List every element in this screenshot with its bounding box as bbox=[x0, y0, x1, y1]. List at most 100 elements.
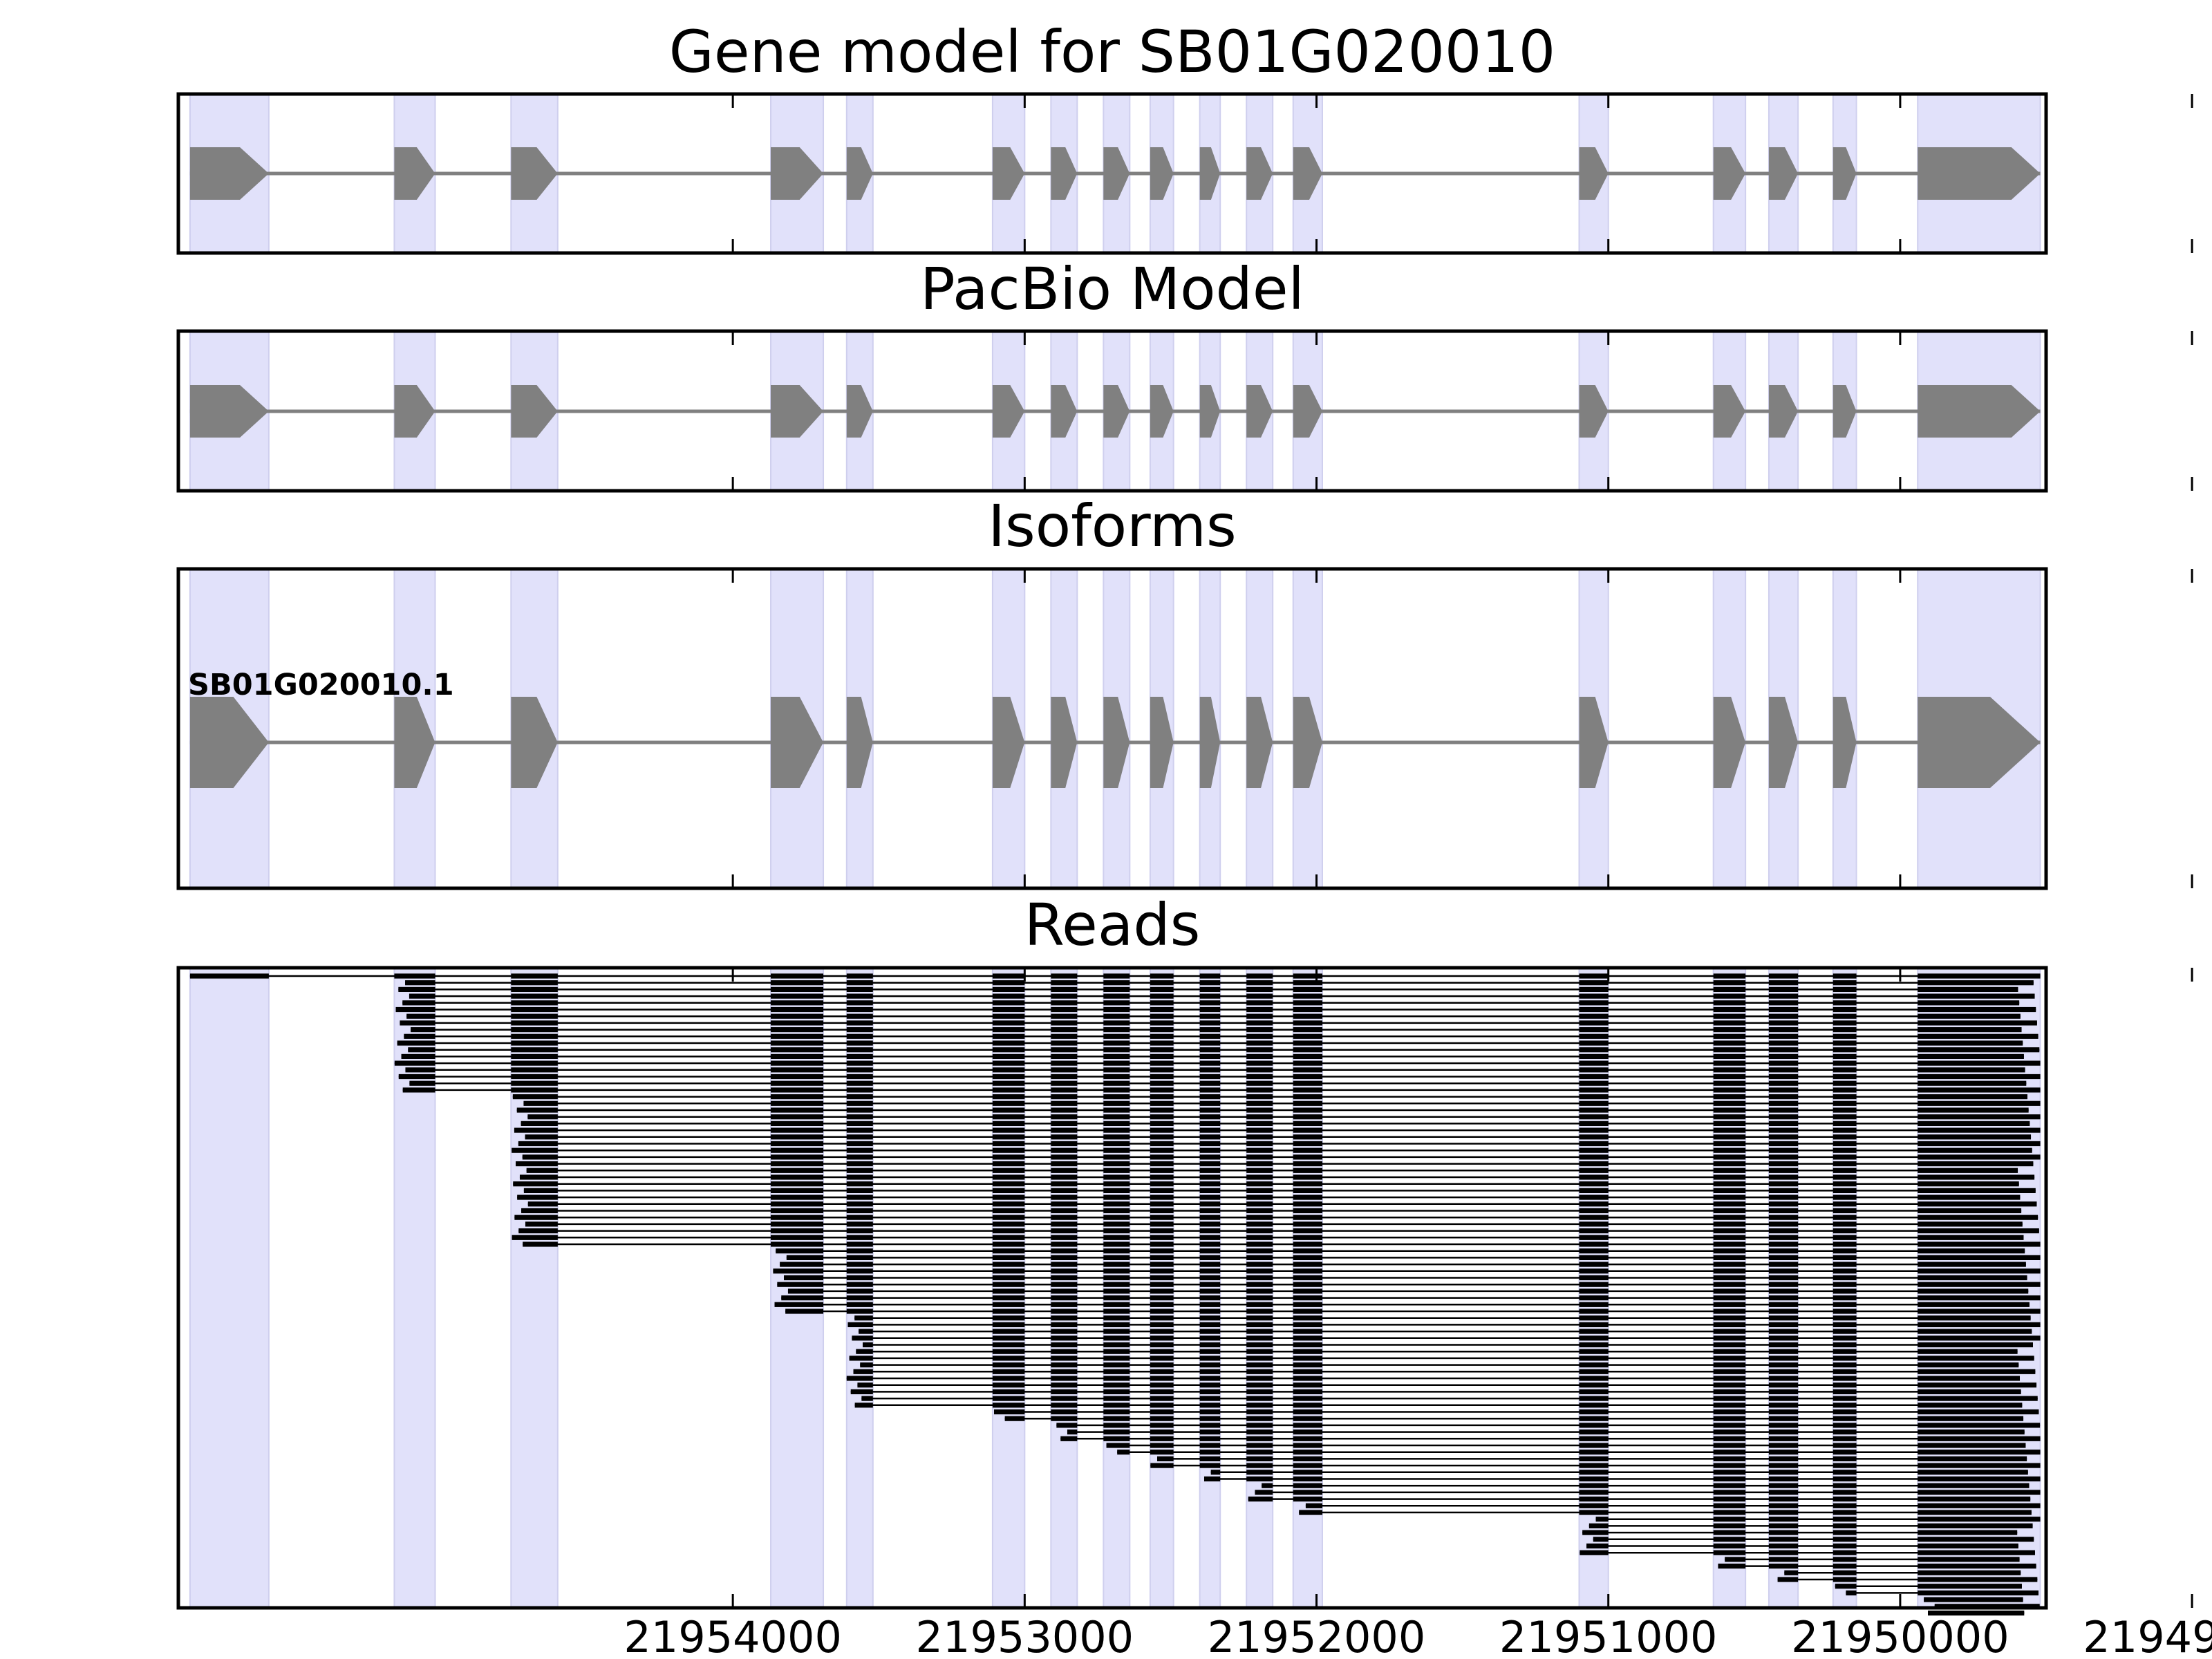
read-exon bbox=[511, 980, 558, 986]
read-exon bbox=[1150, 1255, 1174, 1260]
read-exon bbox=[1157, 1456, 1174, 1461]
read-exon bbox=[1579, 1497, 1609, 1502]
read-exon bbox=[1918, 1255, 2041, 1260]
read-exon bbox=[1150, 1134, 1174, 1140]
read-exon bbox=[992, 986, 1025, 992]
exon bbox=[394, 385, 435, 438]
read-exon bbox=[1051, 1282, 1078, 1287]
read-exon bbox=[1918, 1423, 2041, 1428]
read-exon bbox=[1833, 1100, 1857, 1106]
read-exon bbox=[1150, 1181, 1174, 1187]
panel-title: Reads bbox=[1024, 891, 1201, 959]
exon bbox=[1293, 385, 1322, 438]
read-exon bbox=[1918, 1168, 2018, 1173]
read-exon bbox=[1246, 1215, 1273, 1220]
read-exon bbox=[1713, 1121, 1746, 1126]
read-exon bbox=[1579, 1503, 1609, 1508]
read-exon bbox=[1293, 1221, 1322, 1227]
read-exon bbox=[1713, 1074, 1746, 1080]
read-exon bbox=[1150, 1208, 1174, 1214]
read-exon bbox=[1293, 986, 1322, 992]
read-exon bbox=[401, 1053, 435, 1059]
read-exon bbox=[1768, 1503, 1799, 1508]
x-ticks bbox=[731, 331, 2193, 491]
read-exon bbox=[1833, 1000, 1857, 1006]
read-exon bbox=[400, 1020, 435, 1026]
read-exon bbox=[1199, 1127, 1221, 1133]
read-exon bbox=[1103, 1020, 1130, 1026]
read-exon bbox=[1051, 1033, 1078, 1039]
read-exon bbox=[846, 1020, 873, 1026]
read-exon bbox=[992, 1107, 1025, 1113]
read-exon bbox=[1293, 1389, 1322, 1394]
read-exon bbox=[771, 1161, 824, 1167]
read-exon bbox=[1293, 973, 1322, 979]
read-exon bbox=[1833, 1436, 1857, 1441]
read-exon bbox=[846, 1154, 873, 1160]
read-exon bbox=[1293, 1476, 1322, 1482]
x-tick-label: 21949000 bbox=[2083, 1612, 2212, 1659]
read-exon bbox=[1199, 1335, 1221, 1341]
read-exon bbox=[1918, 1376, 2021, 1381]
read-exon bbox=[1199, 1134, 1221, 1140]
read-exon bbox=[1918, 1161, 2034, 1167]
read-exon bbox=[518, 1228, 558, 1234]
read-exon bbox=[511, 1053, 558, 1059]
read-exon bbox=[1833, 1470, 1857, 1475]
read-exon bbox=[1918, 1228, 2039, 1234]
read-exon bbox=[1833, 1141, 1857, 1147]
read-exon bbox=[863, 1342, 873, 1348]
read-exon bbox=[1833, 1033, 1857, 1039]
read-exon bbox=[1579, 1194, 1609, 1200]
read-exon bbox=[1293, 1147, 1322, 1153]
read-exon bbox=[1293, 1080, 1322, 1086]
read-exon bbox=[1768, 1382, 1799, 1388]
read-exon bbox=[1579, 1282, 1609, 1287]
read-exon bbox=[1199, 1443, 1221, 1448]
read-exon bbox=[1199, 1201, 1221, 1207]
exon bbox=[189, 385, 269, 438]
read-exon bbox=[992, 1027, 1025, 1033]
read-exon bbox=[1918, 1510, 2032, 1515]
read-exon bbox=[850, 1389, 873, 1394]
read-exon bbox=[1768, 1329, 1799, 1334]
read-exon bbox=[1579, 1490, 1609, 1495]
read-exon bbox=[1293, 1356, 1322, 1361]
read-exon bbox=[1199, 1315, 1221, 1321]
read-exon bbox=[1246, 1416, 1273, 1421]
read-exon bbox=[1713, 1409, 1746, 1415]
read-exon bbox=[1918, 1436, 2041, 1441]
read-exon bbox=[992, 1201, 1025, 1207]
read-exon bbox=[1199, 1181, 1221, 1187]
read-exon bbox=[992, 1094, 1025, 1100]
exon bbox=[1713, 385, 1746, 438]
read-exon bbox=[1246, 1369, 1273, 1374]
read-exon bbox=[1255, 1490, 1273, 1495]
read-exon bbox=[1150, 1335, 1174, 1341]
read-exon bbox=[774, 1302, 824, 1307]
read-exon bbox=[394, 973, 435, 979]
read-exon bbox=[1199, 993, 1221, 999]
read-exon bbox=[1293, 1423, 1322, 1428]
read-exon bbox=[1103, 1288, 1130, 1294]
read-exon bbox=[189, 973, 269, 979]
read-exon bbox=[1051, 1295, 1078, 1301]
read-exon bbox=[1199, 1409, 1221, 1415]
read-exon bbox=[1199, 1382, 1221, 1388]
read-exon bbox=[1713, 1382, 1746, 1388]
read-exon bbox=[846, 1174, 873, 1180]
read-exon bbox=[1768, 1194, 1799, 1200]
read-exon bbox=[1579, 1053, 1609, 1059]
read-exon bbox=[1246, 1470, 1273, 1475]
read-exon bbox=[1293, 1161, 1322, 1167]
read-exon bbox=[1293, 1121, 1322, 1126]
read-exon bbox=[1246, 1201, 1273, 1207]
read-exon bbox=[511, 1067, 558, 1073]
read-exon bbox=[1150, 1396, 1174, 1401]
read-exon bbox=[846, 1248, 873, 1254]
read-exon bbox=[1150, 1215, 1174, 1220]
read-exon bbox=[1833, 1241, 1857, 1247]
read-exon bbox=[1918, 1342, 2034, 1348]
read-exon bbox=[1833, 1268, 1857, 1274]
